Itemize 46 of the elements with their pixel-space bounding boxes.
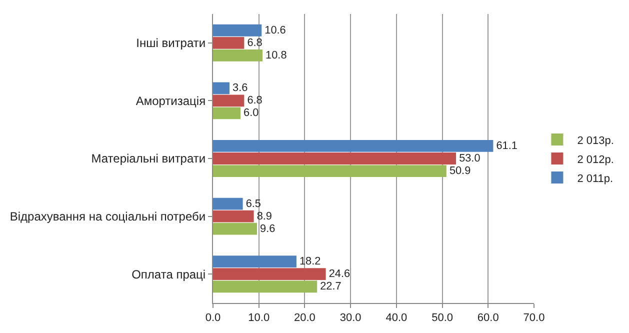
y-tick-label: Матеріальні витрати [91, 152, 206, 166]
data-label: 10.8 [266, 49, 287, 62]
legend-label: 2 011р. [577, 172, 614, 185]
data-label: 8.9 [256, 210, 272, 222]
x-tick-label: 50.0 [432, 312, 453, 324]
y-tick-label: Інші витрати [136, 36, 206, 50]
x-tick-label: 0.0 [205, 312, 221, 324]
bar [213, 198, 243, 210]
bar [213, 82, 230, 94]
y-tick-label: Оплата праці [132, 267, 206, 282]
bar [213, 107, 241, 120]
bar [213, 49, 263, 62]
data-label: 53.0 [459, 152, 480, 164]
data-label: 18.2 [299, 256, 321, 268]
bar [213, 256, 296, 268]
legend-label: 2 013р. [577, 134, 614, 147]
data-label: 6.5 [246, 198, 261, 210]
x-tick-label: 60.0 [477, 312, 499, 324]
legend-label: 2 012р. [577, 154, 614, 166]
data-label: 10.6 [264, 24, 286, 36]
data-label: 6.8 [247, 94, 262, 107]
bar [213, 222, 258, 235]
bar [213, 280, 318, 293]
y-tick-label: Відрахування на соціальні потреби [10, 210, 206, 224]
bar [213, 152, 456, 164]
y-tick-label: Амортизація [136, 94, 206, 108]
x-tick-label: 30.0 [340, 312, 362, 324]
x-tick-label: 10.0 [248, 312, 270, 324]
x-tick-label: 20.0 [294, 312, 316, 324]
data-label: 6.8 [247, 36, 262, 49]
x-tick-label: 70.0 [523, 312, 545, 324]
data-label: 6.0 [244, 107, 259, 120]
data-label: 24.6 [328, 268, 350, 280]
bar [213, 24, 262, 36]
data-label: 3.6 [232, 82, 248, 94]
data-label: 22.7 [320, 280, 342, 293]
data-label: 50.9 [449, 164, 471, 177]
bar [213, 94, 244, 107]
x-tick-label: 40.0 [386, 312, 408, 324]
data-label: 9.6 [260, 222, 276, 235]
bar [213, 140, 494, 152]
data-label: 61.1 [496, 140, 518, 152]
bar [213, 268, 326, 280]
bar [213, 165, 446, 177]
bar [213, 36, 244, 49]
bar [213, 210, 254, 222]
